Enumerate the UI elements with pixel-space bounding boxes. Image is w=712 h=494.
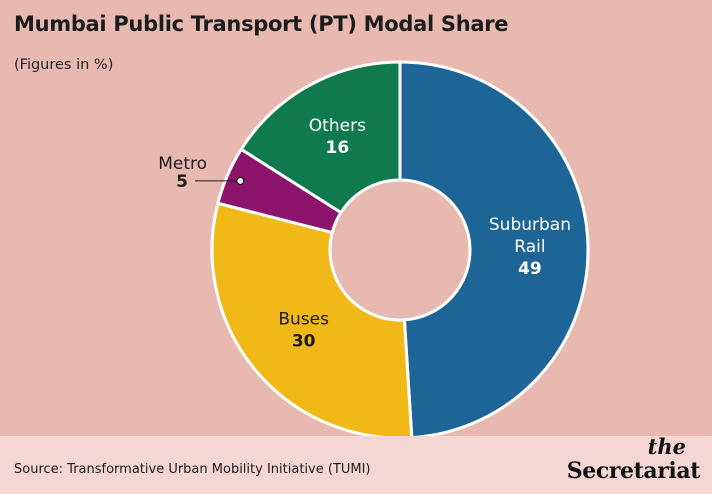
slice-value-others: 16 xyxy=(326,138,350,158)
source-note: Source: Transformative Urban Mobility In… xyxy=(14,462,371,477)
slice-suburban-rail xyxy=(398,60,590,440)
slice-label-suburban-rail-line-1: Suburban xyxy=(489,215,571,235)
slice-buses xyxy=(210,201,414,440)
slice-label-buses: Buses xyxy=(278,310,329,330)
leader-dot-metro xyxy=(236,176,245,185)
slice-value-suburban-rail: 49 xyxy=(518,259,542,279)
slice-label-metro: Metro xyxy=(158,154,207,174)
slice-label-others: Others xyxy=(309,116,366,136)
chart-title: Mumbai Public Transport (PT) Modal Share xyxy=(14,12,509,36)
brand-logo-the: the xyxy=(647,434,686,459)
slice-value-metro: 5 xyxy=(176,172,188,192)
footer: Source: Transformative Urban Mobility In… xyxy=(0,434,712,494)
chart-subtitle: (Figures in %) xyxy=(14,57,114,73)
slice-value-buses: 30 xyxy=(292,332,316,352)
slice-others xyxy=(239,60,402,214)
slice-label-suburban-rail-line-2: Rail xyxy=(514,237,545,257)
brand-logo-name: Secretariat xyxy=(566,458,701,484)
